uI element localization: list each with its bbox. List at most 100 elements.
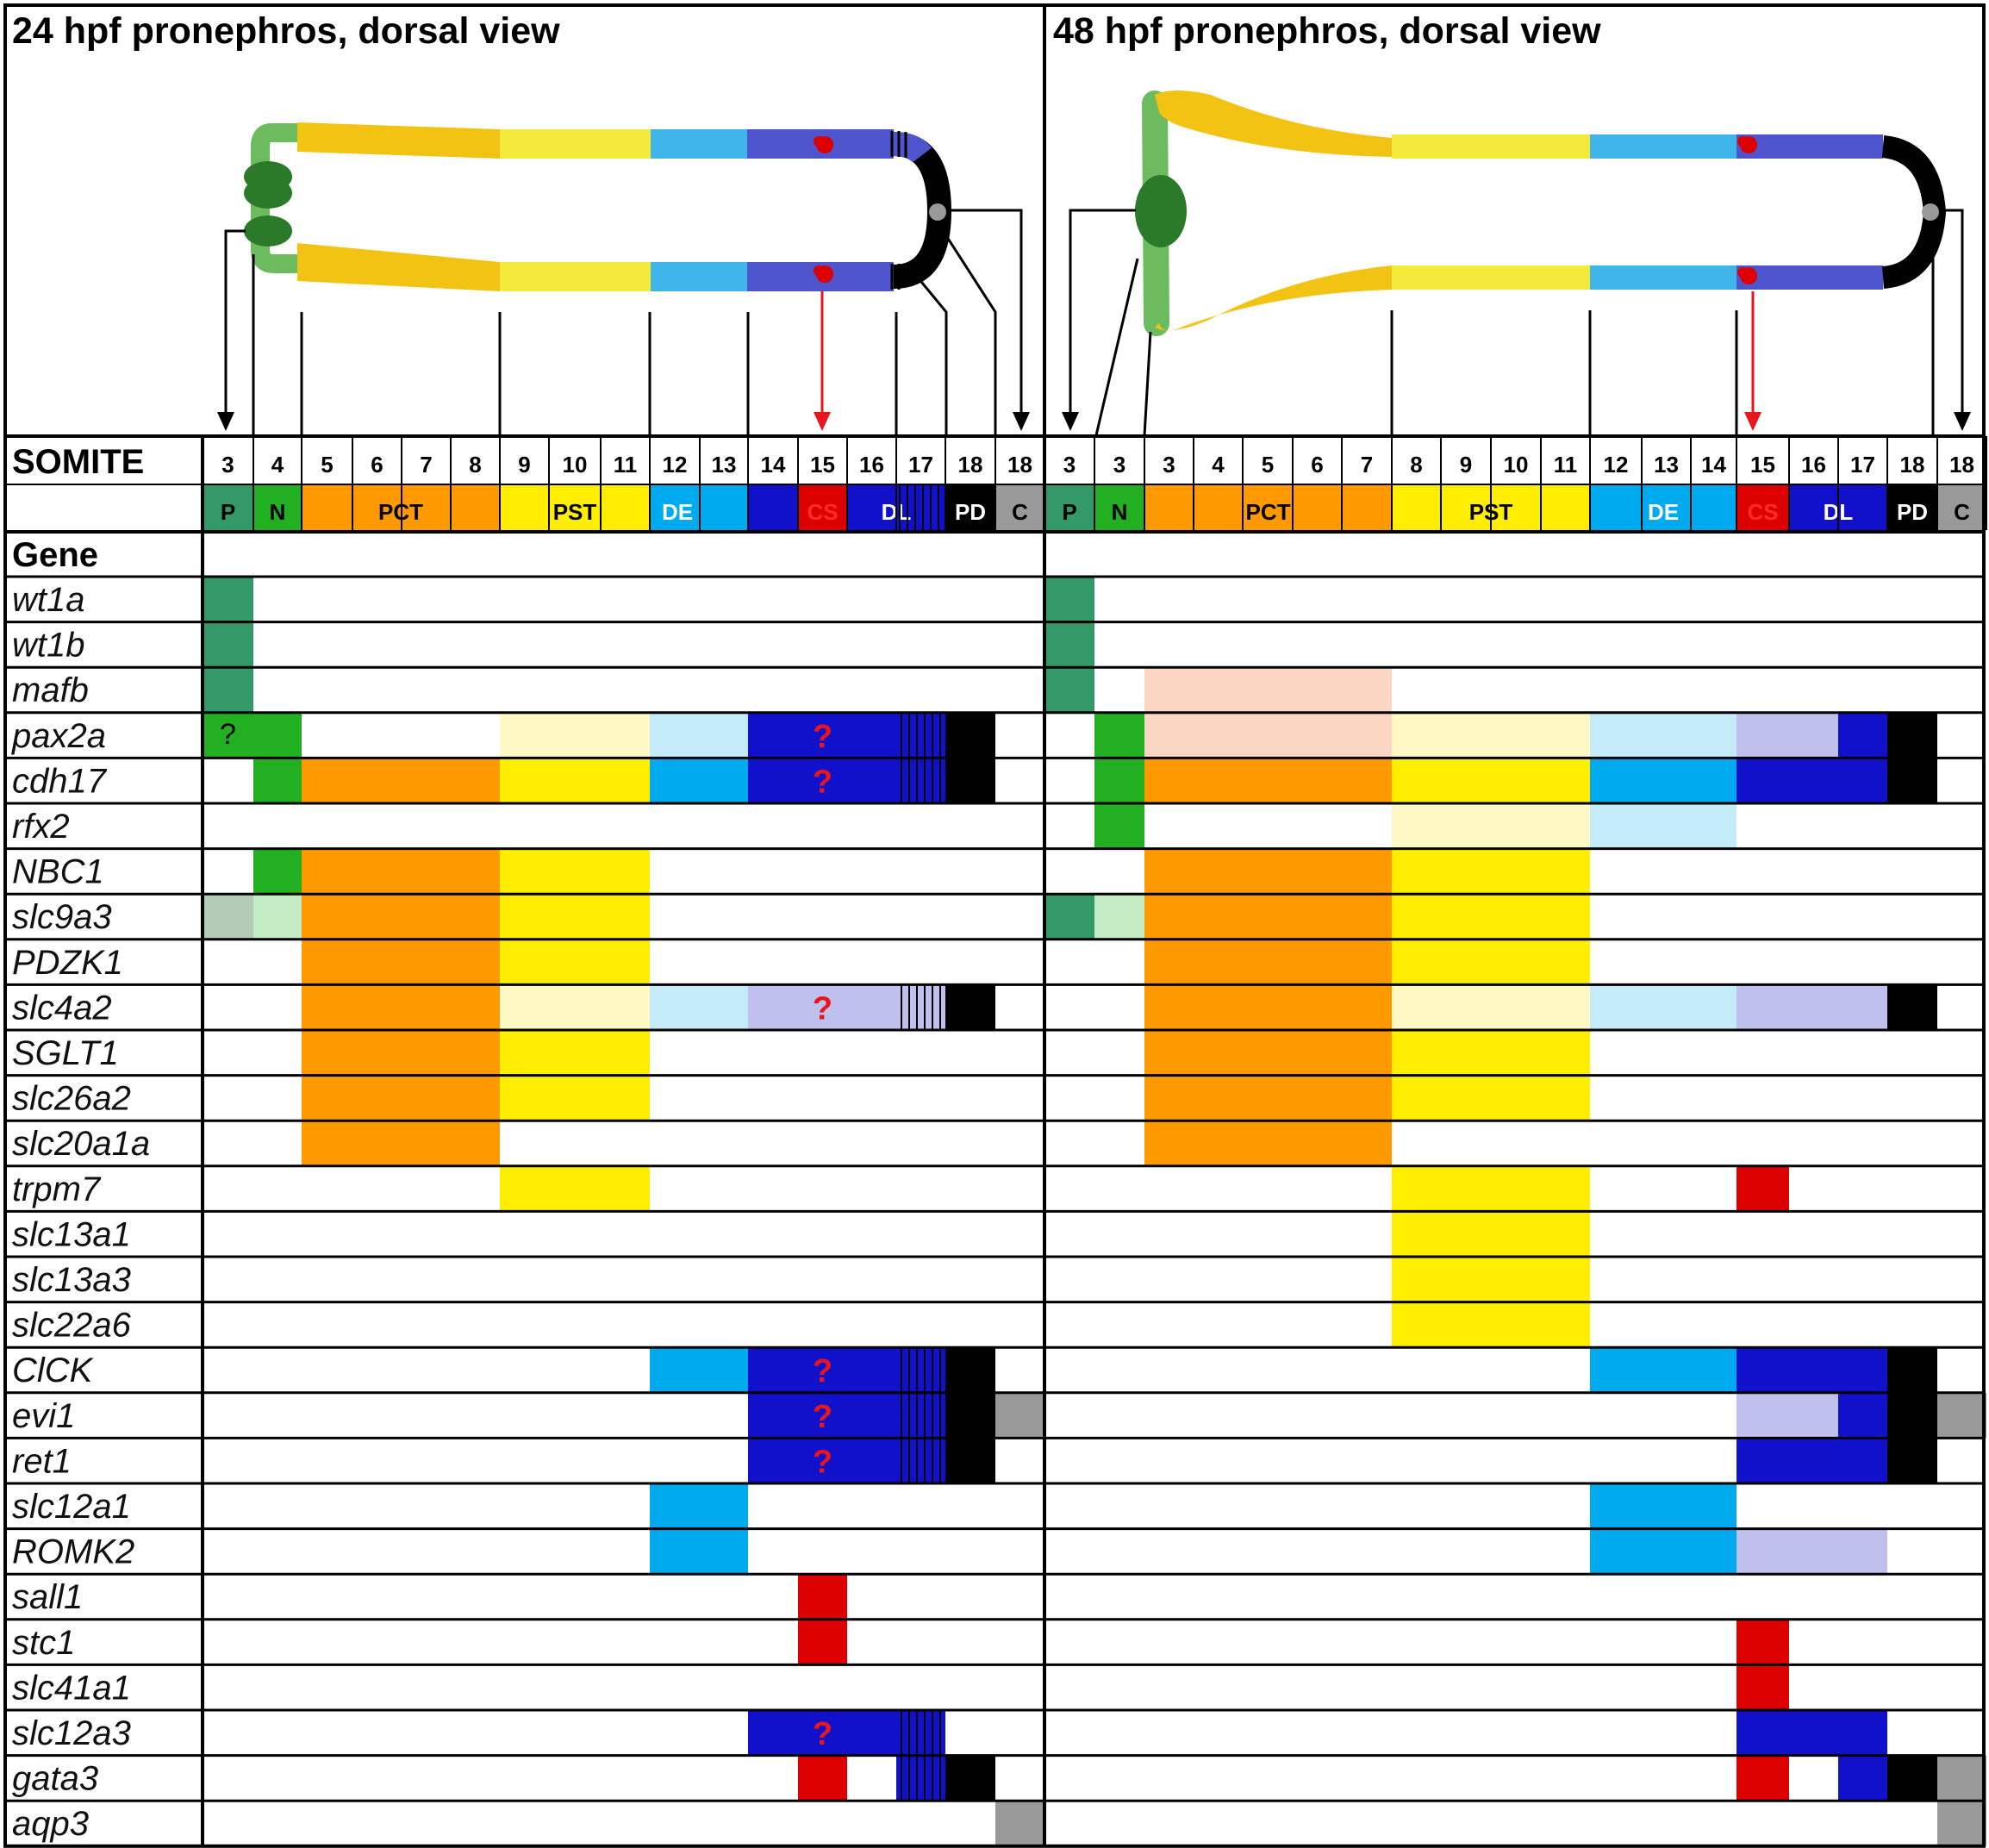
expression-cell-DE bbox=[1590, 758, 1736, 803]
expression-cell-DE_light bbox=[1590, 803, 1736, 849]
segment-cell-DE bbox=[650, 485, 700, 530]
expression-cell-DL_light bbox=[1736, 1528, 1887, 1575]
somite-number: 13 bbox=[1654, 452, 1679, 478]
somite-number: 8 bbox=[1410, 452, 1422, 478]
expression-cell-PST bbox=[500, 758, 650, 803]
somite-number: 10 bbox=[563, 452, 588, 478]
expression-cell-PCT bbox=[302, 1030, 500, 1076]
expression-cell-CS bbox=[798, 1755, 847, 1801]
expression-cell-P bbox=[1044, 667, 1094, 713]
somite-number: 4 bbox=[271, 452, 284, 478]
somite-number: 5 bbox=[321, 452, 333, 478]
expression-cell-PCT bbox=[302, 894, 500, 940]
somite-number: 12 bbox=[1604, 452, 1629, 478]
expression-cell-DL_light bbox=[748, 984, 945, 1030]
expression-cell-DL bbox=[748, 1438, 945, 1483]
expression-cell-PST_light bbox=[1392, 803, 1590, 849]
expression-cell-DE_light bbox=[1590, 712, 1736, 759]
gene-name: SGLT1 bbox=[12, 1034, 119, 1072]
expression-cell-PST bbox=[1392, 1165, 1590, 1212]
panel-table-24hpf: 345678910111213141516171818PNPCTPSTDECSD… bbox=[203, 452, 1044, 1846]
segment-cell-N bbox=[253, 485, 302, 530]
gene-name: PDZK1 bbox=[12, 944, 123, 982]
expression-cell-PCT bbox=[302, 939, 500, 985]
expression-cell-P bbox=[203, 667, 253, 713]
segment-label-C: C bbox=[1012, 499, 1028, 525]
uncertain-mark: ? bbox=[813, 764, 832, 800]
somite-number: 11 bbox=[614, 452, 638, 478]
gene-name: slc26a2 bbox=[12, 1080, 131, 1118]
expression-cell-PD bbox=[1887, 1755, 1937, 1801]
expression-cell-PST_light bbox=[1392, 712, 1590, 759]
expression-cell-PST bbox=[1392, 1211, 1590, 1257]
expression-cell-PD bbox=[945, 984, 995, 1030]
expression-cell-PCT bbox=[1144, 1075, 1392, 1121]
somite-number: 17 bbox=[1850, 452, 1875, 478]
segment-label-PD: PD bbox=[1897, 499, 1928, 525]
expression-cell-DE_light bbox=[650, 984, 748, 1030]
expression-cell-PCT bbox=[302, 848, 500, 895]
expression-cell-DE bbox=[650, 758, 748, 803]
expression-cell-PST bbox=[1392, 758, 1590, 803]
somite-number: 5 bbox=[1262, 452, 1274, 478]
expression-cell-N bbox=[253, 758, 302, 803]
segment-cell-PST bbox=[1491, 485, 1541, 530]
expression-cell-N bbox=[1094, 758, 1144, 803]
uncertain-mark: ? bbox=[813, 719, 832, 755]
gene-name: slc4a2 bbox=[12, 989, 112, 1027]
segment-label-CS: CS bbox=[1747, 499, 1778, 525]
expression-cell-PD bbox=[1887, 712, 1937, 759]
expression-cell-DE_light bbox=[650, 712, 748, 759]
gene-name: slc12a3 bbox=[12, 1714, 131, 1752]
gene-name: wt1a bbox=[12, 581, 85, 619]
expression-cell-PCT bbox=[1144, 1121, 1392, 1166]
gene-name: wt1b bbox=[12, 627, 85, 665]
segment-cell-CS bbox=[1736, 485, 1789, 530]
gene-name: sall1 bbox=[12, 1578, 83, 1616]
somite-number: 15 bbox=[1750, 452, 1775, 478]
segment-label-CS: CS bbox=[807, 499, 838, 525]
expression-cell-PCT bbox=[302, 984, 500, 1030]
segment-cell-C bbox=[995, 485, 1044, 530]
segment-label-PST: PST bbox=[553, 499, 597, 525]
gene-name: gata3 bbox=[12, 1760, 98, 1798]
expression-cell-PST_light bbox=[500, 984, 650, 1030]
gene-name: ROMK2 bbox=[12, 1533, 134, 1571]
expression-cell-PCT bbox=[1144, 894, 1392, 940]
expression-cell-P bbox=[1044, 621, 1094, 668]
gene-name: ret1 bbox=[12, 1442, 72, 1480]
expression-cell-DL bbox=[1736, 1438, 1887, 1483]
segment-cell-PCT bbox=[1194, 485, 1243, 530]
expression-cell-DL_light bbox=[1736, 712, 1838, 759]
segment-cell-P bbox=[203, 485, 253, 530]
gene-name: slc20a1a bbox=[12, 1125, 150, 1163]
somite-number: 12 bbox=[663, 452, 688, 478]
expression-cell-DL bbox=[1736, 758, 1887, 803]
segment-cell-DE bbox=[1642, 485, 1691, 530]
expression-cell-PCT_light bbox=[1144, 712, 1392, 759]
segment-cell-N bbox=[1094, 485, 1144, 530]
expression-cell-PST bbox=[1392, 1257, 1590, 1302]
expression-cell-PCT bbox=[302, 1075, 500, 1121]
expression-cell-CS bbox=[1736, 1165, 1789, 1212]
segment-cell-DL bbox=[896, 485, 945, 530]
somite-number: 3 bbox=[1113, 452, 1125, 478]
somite-header: SOMITE bbox=[12, 443, 144, 481]
somite-number: 14 bbox=[1701, 452, 1726, 478]
segment-cell-PCT bbox=[402, 485, 451, 530]
somite-number: 16 bbox=[859, 452, 884, 478]
gene-name: ClCK bbox=[12, 1352, 95, 1389]
expression-tables: 3 4 5 6 7 8 9 10 11 12 13 14 15 16 17 18 18 P N PCT PST DE CS D… bbox=[11, 452, 1986, 1846]
expression-cell-PD bbox=[945, 1347, 995, 1393]
expression-cell-PST bbox=[1392, 1302, 1590, 1348]
expression-cell-DE bbox=[1590, 1483, 1736, 1529]
gene-name: NBC1 bbox=[12, 853, 104, 891]
panel-table-48hpf: 3 3 3 4 5 6 7 8 9 10 11 12 13 14 15 16 17 18 18P N PCT PST DE C… bbox=[1044, 452, 1986, 1846]
expression-cell-PD bbox=[945, 712, 995, 759]
expression-cell-PD bbox=[945, 1755, 995, 1801]
expression-cell-PD bbox=[1887, 1392, 1937, 1439]
segment-label-DE: DE bbox=[1648, 499, 1679, 525]
somite-number: 11 bbox=[1554, 452, 1578, 478]
expression-cell-DL bbox=[748, 758, 945, 803]
somite-number: 18 bbox=[1949, 452, 1974, 478]
